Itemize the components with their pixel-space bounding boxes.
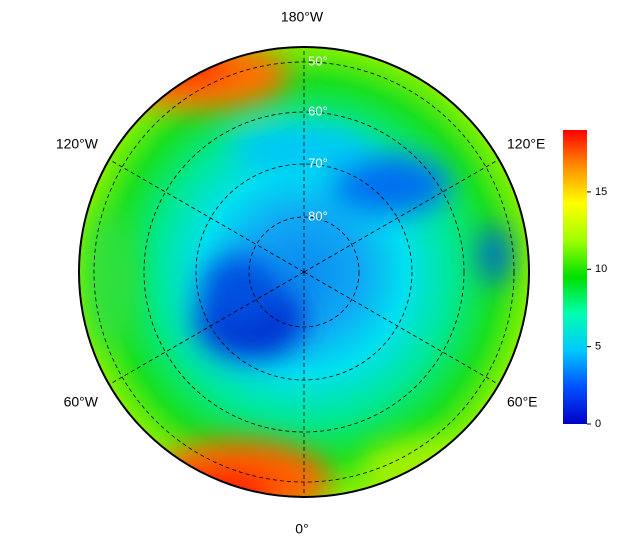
latitude-label: 80° — [308, 208, 328, 223]
colorbar — [563, 130, 587, 424]
longitude-label: 60°E — [507, 394, 538, 410]
colorbar-tick-label: 0 — [595, 418, 601, 430]
latitude-circle — [248, 216, 360, 328]
longitude-label: 120°W — [56, 136, 99, 152]
graticule — [93, 47, 515, 497]
meridian — [303, 159, 500, 273]
longitude-label: 0° — [295, 521, 308, 537]
meridian — [108, 271, 305, 385]
meridian — [108, 159, 305, 273]
latitude-label: 70° — [308, 155, 328, 170]
longitude-label: 60°W — [64, 394, 99, 410]
longitude-label: 120°E — [507, 136, 545, 152]
colorbar-ticks: 0 5 10 15 — [587, 186, 607, 430]
data-field — [79, 47, 529, 497]
meridian — [303, 271, 500, 385]
longitude-label: 180°W — [281, 9, 324, 25]
latitude-circle — [143, 111, 465, 433]
latitude-label: 60° — [308, 103, 328, 118]
latitude-label: 50° — [308, 53, 328, 68]
colorbar-tick-label: 10 — [595, 263, 607, 275]
colorbar-tick-label: 15 — [595, 186, 607, 198]
colorbar-tick-label: 5 — [595, 341, 601, 353]
labels: 50° 60° 70° 80° 180°W 120°E 60°E 0° 60°W 120°W — [56, 9, 545, 537]
